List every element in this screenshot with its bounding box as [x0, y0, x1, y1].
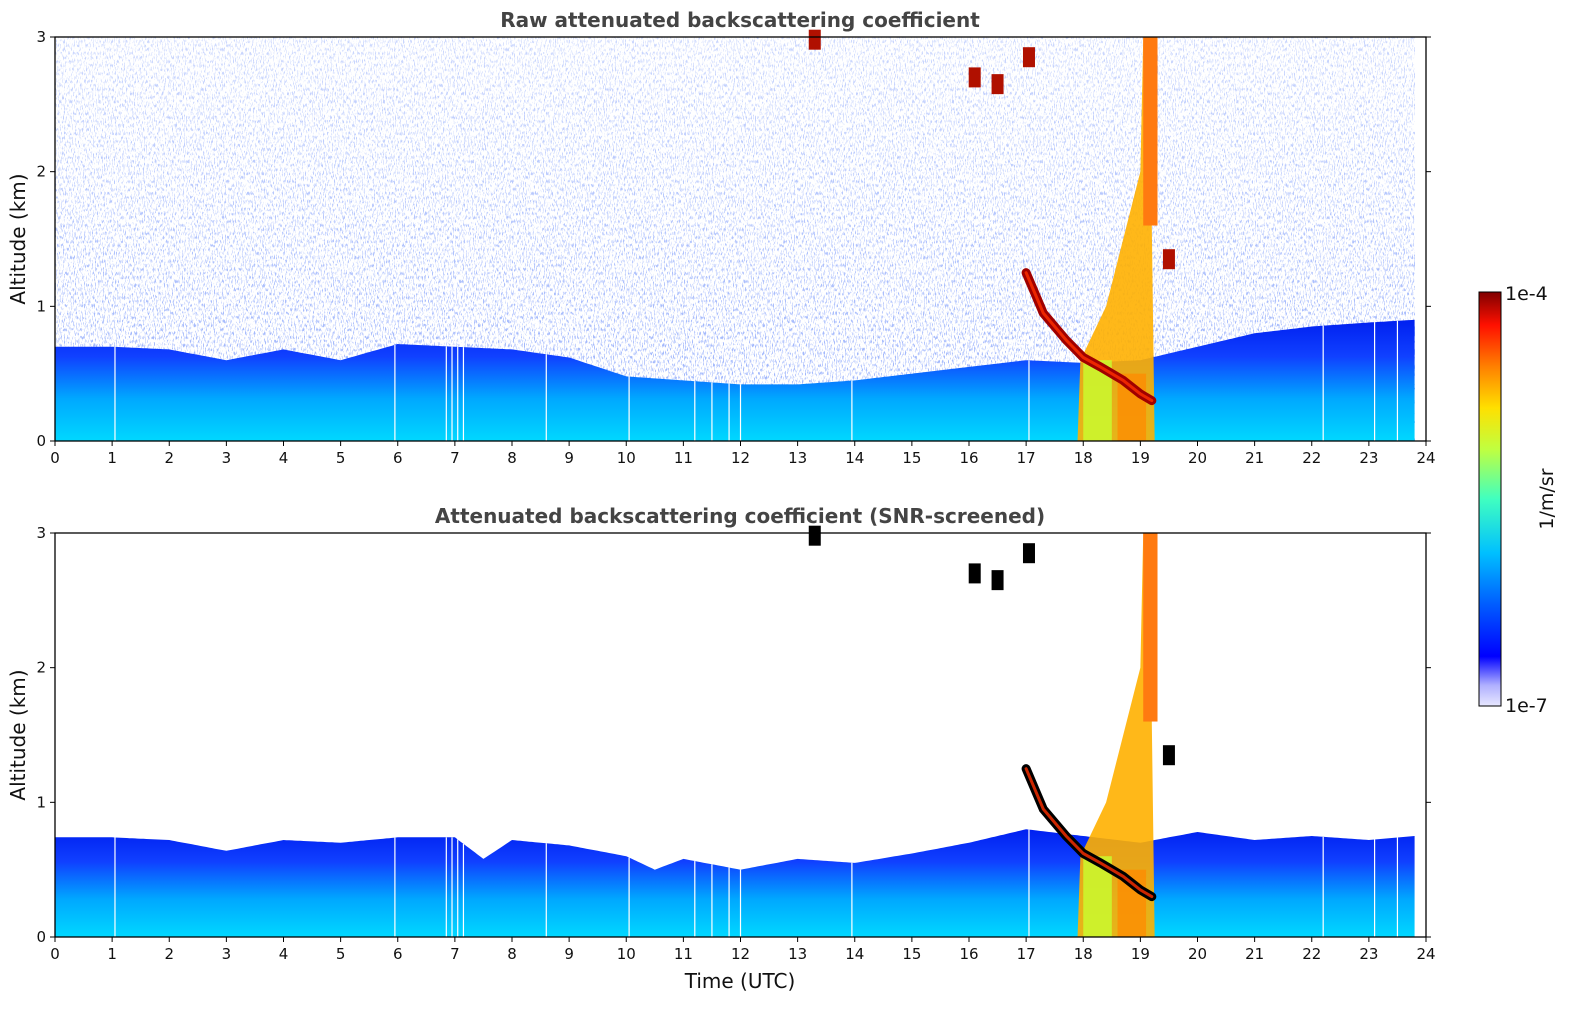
- x-tick-label: 10: [617, 449, 636, 467]
- ice-fall-streak: [1143, 533, 1158, 722]
- cloud-fragment: [968, 563, 981, 584]
- x-tick-label: 10: [617, 945, 636, 963]
- x-tick-label: 13: [788, 945, 807, 963]
- x-tick-label: 8: [507, 945, 517, 963]
- y-tick-label: 2: [36, 163, 46, 181]
- x-tick-label: 22: [1302, 449, 1321, 467]
- panel-raw-cloud-features: [808, 29, 1175, 441]
- x-tick-label: 0: [50, 449, 60, 467]
- x-tick-label: 19: [1131, 945, 1150, 963]
- x-tick-label: 23: [1359, 449, 1378, 467]
- x-tick-label: 12: [731, 449, 750, 467]
- colorbar: 1e-4 1e-7 1/m/sr: [1478, 283, 1558, 717]
- x-tick-label: 2: [164, 945, 174, 963]
- x-tick-label: 18: [1074, 449, 1093, 467]
- colorbar-gradient: [1478, 291, 1502, 707]
- panel-screened-y-axis: 0 1 2 3: [36, 524, 1431, 946]
- y-tick-label: 3: [36, 524, 46, 542]
- x-tick-label: 18: [1074, 945, 1093, 963]
- cloud-fragment: [808, 525, 821, 546]
- cloud-fragment: [1022, 47, 1035, 68]
- cloud-fragment: [991, 570, 1004, 591]
- panel-screened-title: Attenuated backscattering coefficient (S…: [435, 504, 1045, 528]
- x-tick-label: 14: [845, 449, 864, 467]
- x-tick-label: 12: [731, 945, 750, 963]
- x-tick-label: 5: [336, 449, 346, 467]
- x-tick-label: 21: [1245, 449, 1264, 467]
- panel-raw-title: Raw attenuated backscattering coefficien…: [500, 8, 980, 32]
- x-tick-label: 21: [1245, 945, 1264, 963]
- x-tick-label: 15: [902, 449, 921, 467]
- x-tick-label: 2: [164, 449, 174, 467]
- x-tick-label: 9: [564, 449, 574, 467]
- precipitation-column: [1077, 37, 1158, 441]
- y-tick-label: 1: [36, 793, 46, 811]
- x-tick-label: 9: [564, 945, 574, 963]
- panel-raw-x-axis: 0 1 2 3 4 5 6 7 8 9 10 11 12 13 14 15 16 17 18 19 20 21 22 23 24: [50, 441, 1436, 467]
- x-tick-label: 4: [279, 945, 289, 963]
- x-tick-label: 11: [674, 449, 693, 467]
- x-tick-label: 7: [450, 449, 460, 467]
- y-tick-label: 0: [36, 432, 46, 450]
- x-tick-label: 4: [279, 449, 289, 467]
- precipitation-column: [1077, 533, 1158, 937]
- panel-screened-plot: [54, 525, 1427, 938]
- panel-screened-y-label: Altitude (km): [6, 669, 30, 800]
- x-tick-label: 17: [1017, 449, 1036, 467]
- x-tick-label: 6: [393, 449, 403, 467]
- x-tick-label: 17: [1017, 945, 1036, 963]
- panel-raw: Raw attenuated backscattering coefficien…: [6, 8, 1436, 467]
- x-tick-label: 16: [959, 449, 978, 467]
- colorbar-unit-label: 1/m/sr: [1536, 468, 1558, 529]
- x-tick-label: 1: [107, 945, 117, 963]
- x-tick-label: 15: [902, 945, 921, 963]
- cloud-fragment: [968, 67, 981, 88]
- y-tick-label: 3: [36, 28, 46, 46]
- panel-screened-missing-profiles: [114, 829, 1399, 937]
- panel-raw-plot: [54, 29, 1427, 442]
- panel-screened: Attenuated backscattering coefficient (S…: [6, 504, 1436, 993]
- y-tick-label: 0: [36, 928, 46, 946]
- x-tick-label: 3: [222, 449, 232, 467]
- x-tick-label: 16: [959, 945, 978, 963]
- panel-screened-x-label: Time (UTC): [684, 969, 796, 993]
- x-tick-label: 6: [393, 945, 403, 963]
- colorbar-min-label: 1e-7: [1505, 695, 1548, 717]
- cloud-fragment: [1022, 543, 1035, 564]
- x-tick-label: 23: [1359, 945, 1378, 963]
- x-tick-label: 11: [674, 945, 693, 963]
- x-tick-label: 14: [845, 945, 864, 963]
- panel-raw-missing-profiles: [114, 320, 1399, 441]
- x-tick-label: 13: [788, 449, 807, 467]
- x-tick-label: 20: [1188, 449, 1207, 467]
- cloud-fragment: [808, 29, 821, 50]
- cloud-fragment: [1162, 249, 1175, 270]
- cloud-fragment: [1162, 745, 1175, 766]
- panel-screened-x-axis: 0 1 2 3 4 5 6 7 8 9 10 11 12 13 14 15 16 17 18 19 20 21 22 23 24: [50, 937, 1436, 963]
- panel-screened-cloud-features: [808, 525, 1175, 937]
- panel-raw-y-axis: 0 1 2 3: [36, 28, 1431, 450]
- ice-fall-streak: [1143, 37, 1158, 226]
- panel-raw-y-label: Altitude (km): [6, 173, 30, 304]
- x-tick-label: 1: [107, 449, 117, 467]
- x-tick-label: 5: [336, 945, 346, 963]
- x-tick-label: 19: [1131, 449, 1150, 467]
- y-tick-label: 2: [36, 659, 46, 677]
- x-tick-label: 0: [50, 945, 60, 963]
- cloud-fragment: [991, 74, 1004, 95]
- x-tick-label: 20: [1188, 945, 1207, 963]
- x-tick-label: 24: [1416, 449, 1435, 467]
- descending-cloud-layer-edge: [1024, 767, 1154, 899]
- x-tick-label: 7: [450, 945, 460, 963]
- x-tick-label: 22: [1302, 945, 1321, 963]
- colorbar-max-label: 1e-4: [1505, 283, 1548, 305]
- x-tick-label: 3: [222, 945, 232, 963]
- x-tick-label: 24: [1416, 945, 1435, 963]
- y-tick-label: 1: [36, 297, 46, 315]
- descending-cloud-layer-edge: [1024, 271, 1154, 403]
- x-tick-label: 8: [507, 449, 517, 467]
